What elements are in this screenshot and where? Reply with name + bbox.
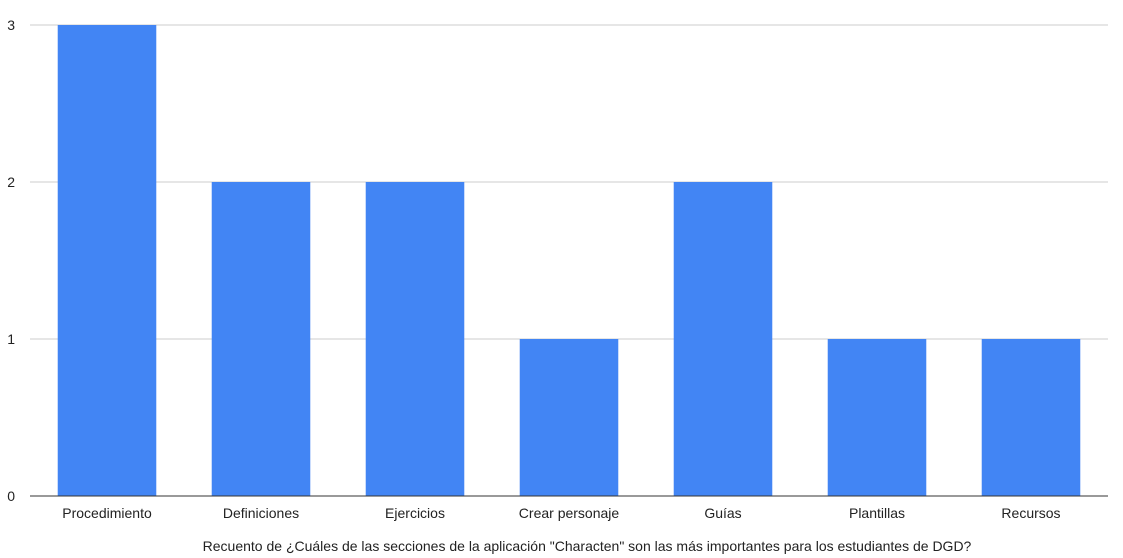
bar-guías <box>673 182 773 496</box>
bar-procedimiento <box>57 25 157 496</box>
x-tick-label: Guías <box>704 505 741 521</box>
bar-ejercicios <box>365 182 465 496</box>
x-tick-label: Definiciones <box>223 505 299 521</box>
x-tick-label: Procedimiento <box>62 505 152 521</box>
y-tick-label: 3 <box>7 17 15 33</box>
x-tick-label: Ejercicios <box>385 505 445 521</box>
gridlines <box>30 24 1108 340</box>
x-tick-label: Plantillas <box>849 505 905 521</box>
bar-plantillas <box>827 339 927 496</box>
bar-recursos <box>981 339 1081 496</box>
y-tick-label: 0 <box>7 488 15 504</box>
bar-definiciones <box>211 182 311 496</box>
x-tick-label: Crear personaje <box>519 505 620 521</box>
bars <box>30 25 1108 497</box>
y-tick-label: 2 <box>7 174 15 190</box>
bar-crear-personaje <box>519 339 619 496</box>
x-axis-ticks: Procedimiento Definiciones Ejercicios Crear… <box>62 505 1060 521</box>
x-tick-label: Recursos <box>1001 505 1060 521</box>
x-axis-label: Recuento de ¿Cuáles de las secciones de … <box>203 538 972 554</box>
y-tick-label: 1 <box>7 331 15 347</box>
y-axis-ticks: 0 1 2 3 <box>7 17 15 504</box>
